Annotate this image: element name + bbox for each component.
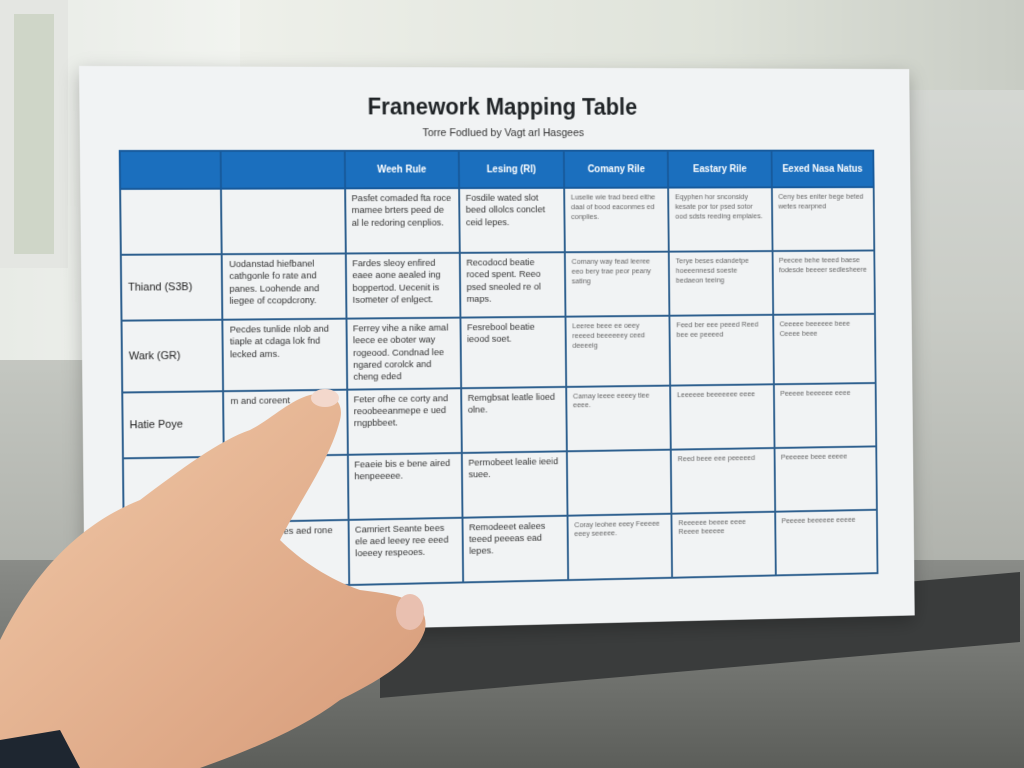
- table-row: Wark (GR) Pecdes tunlide nlob and tiaple …: [121, 313, 876, 393]
- table-cell: Feter ofhe ce corty and reoobeeanmepe e …: [346, 387, 462, 455]
- column-header: [221, 150, 345, 189]
- table-cell: [566, 449, 672, 516]
- table-cell: Reed beee eee peeeeed: [671, 447, 775, 514]
- column-header: Lesing (RI): [458, 150, 565, 189]
- table-cell: Permobeet lealie ieeid suee.: [461, 451, 568, 518]
- row-label: [122, 456, 225, 524]
- table-cell: Leeeeee beeeeeee eeee: [670, 384, 775, 450]
- table-row: reeh ble bebes aed rone seones. Camriert …: [123, 509, 878, 590]
- table-cell: Fardes sleoy enfired eaee aone aealed in…: [345, 252, 461, 319]
- table-cell: Luselie wie trad beed eithe daal of bood…: [564, 187, 670, 253]
- row-label: [120, 188, 223, 255]
- table-cell: Peecee behe teeed baese fodesde beeeer s…: [772, 250, 875, 315]
- table-cell: Uodanstad hiefbanel cathgonle fo rate an…: [222, 253, 347, 320]
- window-frame: [0, 0, 68, 268]
- table-cell: m and coreent: [223, 389, 348, 457]
- table-cell: Terye beses edandetpe hoeeennesd soeste …: [669, 251, 773, 316]
- table-cell: Reeeeee beeee eeee Reeee beeeee: [671, 511, 776, 578]
- row-label: [123, 521, 226, 590]
- table-cell: Ferrey vihe a nike amal leece ee oboter …: [346, 317, 461, 390]
- table-cell: Remgbsat leatle lioed olne.: [460, 386, 567, 453]
- table-row: Hatie Poye m and coreent Feter ofhe ce cor…: [122, 382, 877, 459]
- table-cell: Comany way fead leeree eeo bery trae peo…: [564, 251, 670, 317]
- table-cell: Feed ber eee peeed Reed bee ee peeeed: [669, 314, 774, 386]
- table-header-row: Weeh Rule Lesing (RI) Comany Rile Eastar…: [119, 150, 874, 189]
- table-cell: Remodeeet ealees teeed peeeas ead lepes.: [462, 515, 569, 583]
- page-title: Franework Mapping Table: [367, 93, 638, 120]
- table-cell: Ceny bes eniter bege beted wetes rearpne…: [771, 187, 875, 252]
- row-label: Wark (GR): [121, 319, 224, 393]
- table-cell: Pasfet comaded fta roce mamee brters pee…: [344, 188, 460, 254]
- table-cell: Recodocd beatie roced spent. Reeo psed s…: [459, 252, 566, 318]
- table-cell: Peeeeee beee eeeee: [774, 446, 877, 512]
- table-cell: reeh ble bebes aed rone seones.: [224, 519, 349, 588]
- row-label: Thiand (S3B): [120, 254, 223, 321]
- table-cell: Peeeee beeeeee eeee: [773, 382, 877, 448]
- table-cell: Eqyphen hor snconsidy kesate por tor pse…: [668, 187, 773, 252]
- table-cell: Tleer lied fetel bey eronnes.: [224, 454, 349, 522]
- table-cell: [221, 188, 346, 255]
- framework-mapping-table: Weeh Rule Lesing (RI) Comany Rile Eastar…: [119, 150, 879, 591]
- column-header: [119, 150, 222, 189]
- table-cell: Ceeeee beeeeee beee Ceeee beee: [772, 313, 876, 385]
- column-header: Eexed Nasa Natus: [771, 150, 874, 188]
- footer-note: Peeewe le Sheee-te peeeeee: [252, 590, 343, 600]
- page-subtitle: Torre Fodlued by Vagt arl Hasgees: [422, 127, 585, 140]
- table-row: Pasfet comaded fta roce mamee brters pee…: [120, 187, 875, 255]
- table-cell: Coray leohee eeey Feeeee eeey seeeee.: [567, 513, 673, 580]
- table-cell: Camriert Seante bees ele aed leeey ree e…: [348, 517, 463, 585]
- row-label: Hatie Poye: [122, 390, 225, 459]
- table-cell: Pecdes tunlide nlob and tiaple at cdaga …: [222, 318, 347, 391]
- printed-table-sheet: Franework Mapping Table Torre Fodlued by…: [79, 65, 915, 636]
- column-header: Eastary Rile: [668, 150, 772, 188]
- table-cell: Fosdile wated slot beed ollolcs conclet …: [458, 187, 565, 253]
- table-cell: Peeeee beeeeee eeeee: [774, 509, 878, 576]
- table-cell: Feaeie bis e bene aired henpeeeee.: [347, 452, 463, 520]
- table-cell: Fesrebool beatie ieood soet.: [460, 316, 567, 388]
- column-header: Weeh Rule: [344, 150, 459, 189]
- table-row: Thiand (S3B) Uodanstad hiefbanel cathgonl…: [120, 250, 875, 321]
- column-header: Comany Rile: [563, 150, 669, 188]
- table-cell: Leeree beee ee oeey reeeed beeeeeey ceed…: [565, 315, 671, 387]
- table-cell: Camay leeee eeeey tlee eeee.: [566, 385, 672, 452]
